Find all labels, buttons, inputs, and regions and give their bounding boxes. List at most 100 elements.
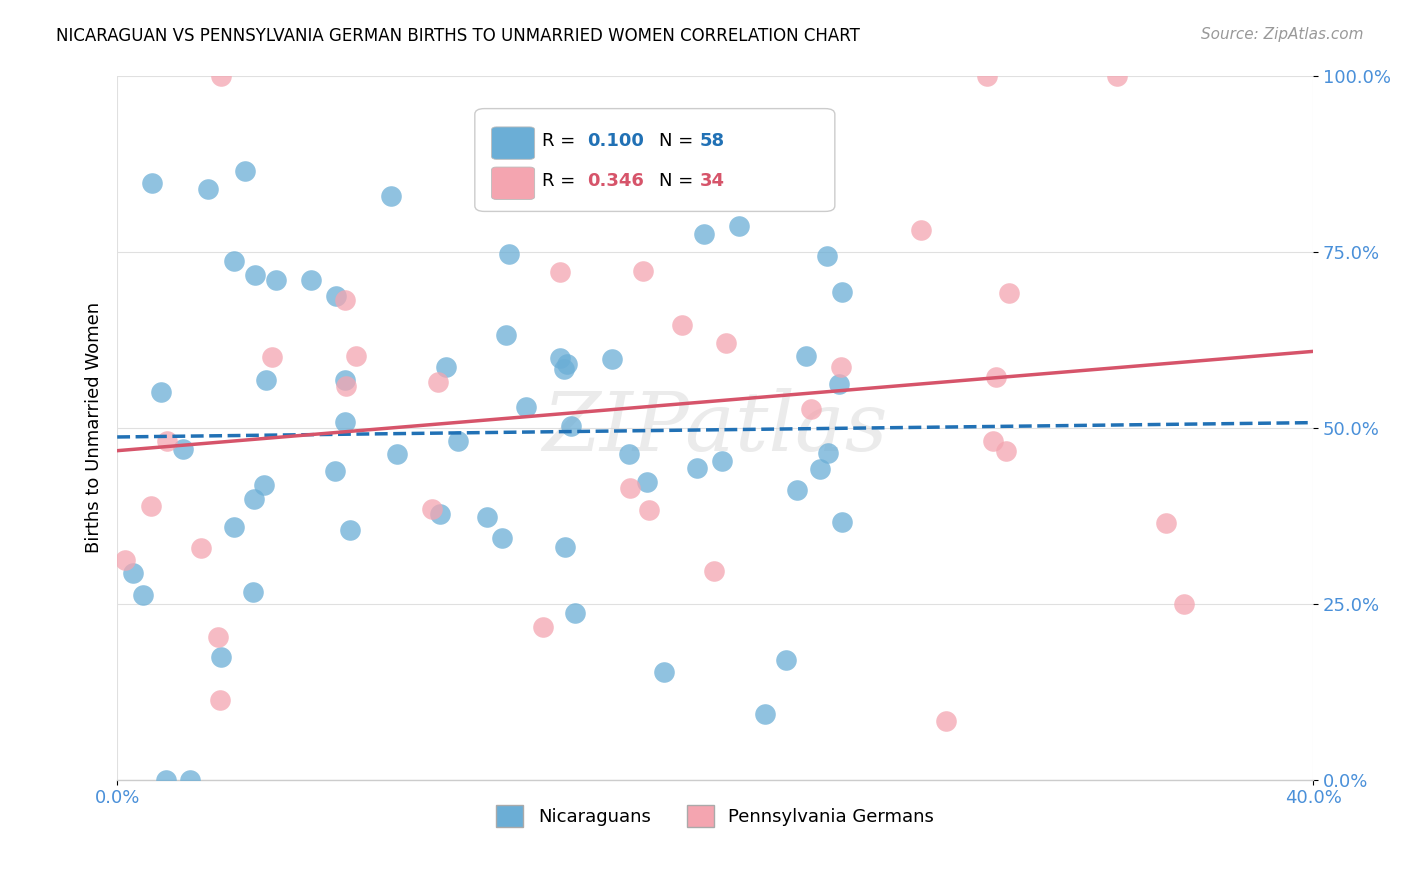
Point xyxy=(299,273,322,287)
Text: NICARAGUAN VS PENNSYLVANIA GERMAN BIRTHS TO UNMARRIED WOMEN CORRELATION CHART: NICARAGUAN VS PENNSYLVANIA GERMAN BIRTHS… xyxy=(56,27,860,45)
Point xyxy=(981,434,1004,448)
FancyBboxPatch shape xyxy=(475,109,835,211)
Point xyxy=(155,772,177,787)
Point xyxy=(997,286,1019,301)
Point xyxy=(207,631,229,645)
Point xyxy=(984,370,1007,384)
Point xyxy=(786,483,808,498)
Point xyxy=(179,772,201,787)
Point xyxy=(560,419,582,434)
Point xyxy=(222,520,245,534)
Point xyxy=(114,553,136,567)
Point xyxy=(208,693,231,707)
Point xyxy=(800,402,823,417)
Point xyxy=(976,69,998,83)
Point xyxy=(385,447,408,461)
Point xyxy=(420,502,443,516)
Point xyxy=(344,349,367,363)
Point xyxy=(211,69,233,83)
Point xyxy=(333,293,356,307)
Point xyxy=(211,649,233,664)
Point xyxy=(222,254,245,268)
Point xyxy=(515,400,537,414)
Point xyxy=(339,523,361,537)
Point xyxy=(831,515,853,529)
Text: R =: R = xyxy=(541,172,581,190)
Point xyxy=(141,176,163,190)
Point xyxy=(548,351,571,365)
Point xyxy=(333,415,356,429)
Point xyxy=(553,361,575,376)
Point xyxy=(710,453,733,467)
Point xyxy=(325,289,347,303)
Point xyxy=(654,665,676,679)
Point xyxy=(447,434,470,449)
Point xyxy=(685,460,707,475)
Point xyxy=(1154,516,1177,531)
Point xyxy=(242,584,264,599)
Point xyxy=(775,652,797,666)
Point xyxy=(172,442,194,457)
Point xyxy=(495,328,517,343)
Legend: Nicaraguans, Pennsylvania Germans: Nicaraguans, Pennsylvania Germans xyxy=(489,797,942,834)
Text: 34: 34 xyxy=(700,172,724,190)
Point xyxy=(808,462,831,476)
Point xyxy=(253,478,276,492)
Point xyxy=(531,620,554,634)
Point xyxy=(831,285,853,299)
Point xyxy=(828,376,851,391)
Point xyxy=(910,222,932,236)
Text: 0.100: 0.100 xyxy=(588,132,644,150)
FancyBboxPatch shape xyxy=(492,127,534,160)
Point xyxy=(498,247,520,261)
Point xyxy=(555,357,578,371)
Point xyxy=(631,264,654,278)
Point xyxy=(434,360,457,375)
Point xyxy=(256,373,278,387)
Text: R =: R = xyxy=(541,132,581,150)
Point xyxy=(994,443,1017,458)
Point xyxy=(619,481,641,495)
Point xyxy=(426,375,449,389)
FancyBboxPatch shape xyxy=(492,167,534,200)
Point xyxy=(714,336,737,351)
Point xyxy=(233,164,256,178)
Point xyxy=(132,588,155,602)
Point xyxy=(693,227,716,241)
Point xyxy=(477,510,499,524)
Point xyxy=(1173,598,1195,612)
Point xyxy=(638,503,661,517)
Text: 0.346: 0.346 xyxy=(588,172,644,190)
Text: N =: N = xyxy=(659,132,699,150)
Point xyxy=(335,379,357,393)
Point xyxy=(564,607,586,621)
Point xyxy=(617,447,640,461)
Point xyxy=(512,158,534,172)
Point xyxy=(728,219,751,234)
Point xyxy=(264,273,287,287)
Point xyxy=(156,434,179,448)
Point xyxy=(602,352,624,367)
Point xyxy=(121,566,143,580)
Text: ZIPatlas: ZIPatlas xyxy=(543,387,889,467)
Text: N =: N = xyxy=(659,172,699,190)
Point xyxy=(815,249,838,263)
Point xyxy=(149,384,172,399)
Point xyxy=(323,464,346,478)
Text: 58: 58 xyxy=(700,132,725,150)
Point xyxy=(754,706,776,721)
Point xyxy=(197,182,219,196)
Point xyxy=(139,500,162,514)
Point xyxy=(554,540,576,554)
Point xyxy=(830,359,852,374)
Point xyxy=(671,318,693,332)
Point xyxy=(935,714,957,728)
Point xyxy=(190,541,212,555)
Point xyxy=(491,532,513,546)
Point xyxy=(796,349,818,363)
Point xyxy=(262,350,284,364)
Point xyxy=(380,189,402,203)
Point xyxy=(1107,69,1129,83)
Point xyxy=(243,491,266,506)
Y-axis label: Births to Unmarried Women: Births to Unmarried Women xyxy=(86,302,103,553)
